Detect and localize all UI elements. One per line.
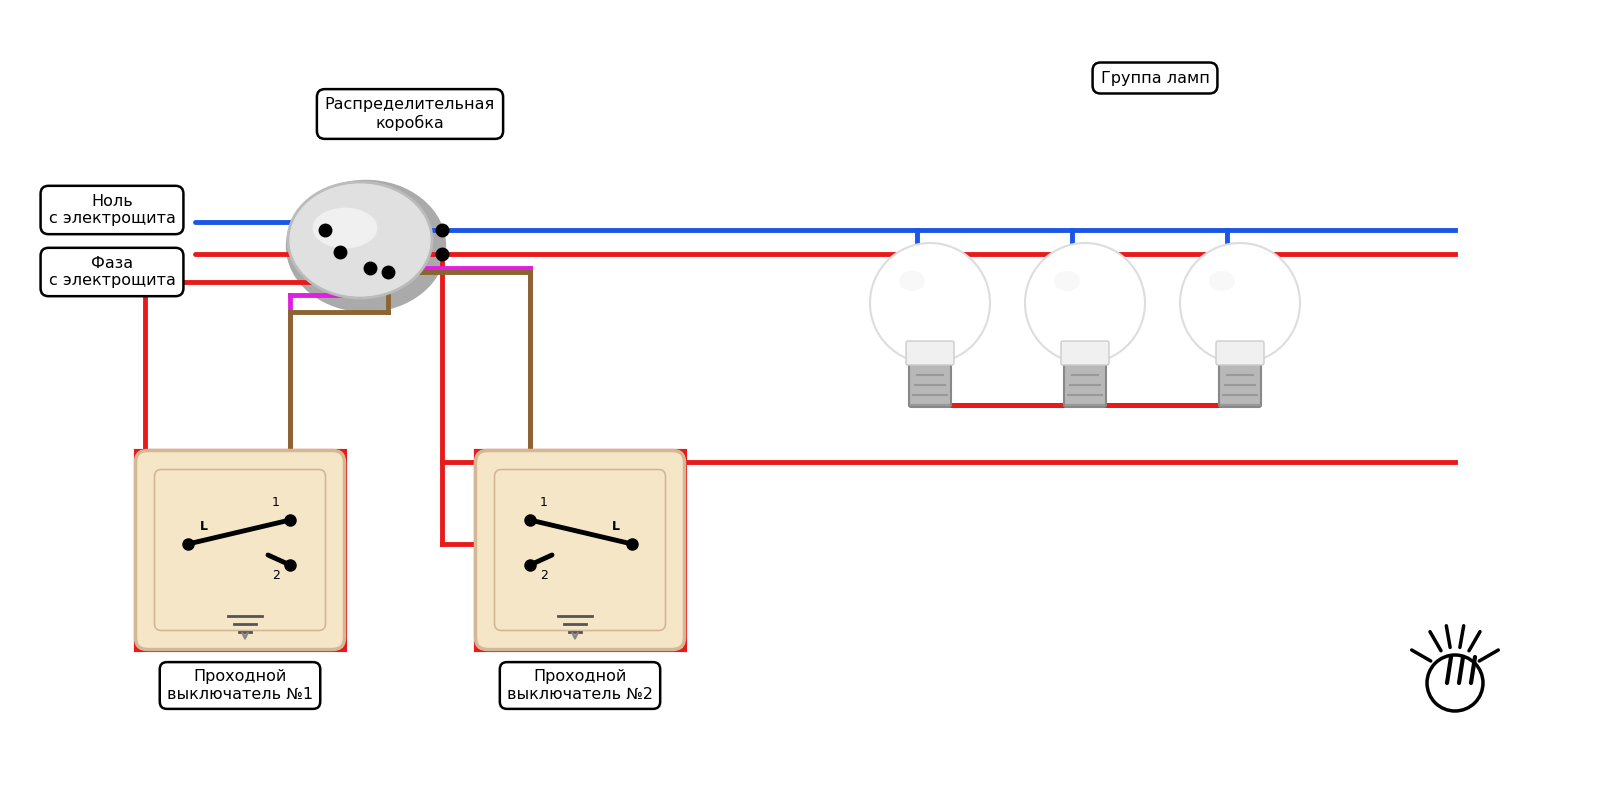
Circle shape xyxy=(1026,243,1146,363)
Ellipse shape xyxy=(286,181,445,311)
Text: Ноль
с электрощита: Ноль с электрощита xyxy=(48,194,176,226)
Ellipse shape xyxy=(288,182,432,298)
Text: Проходной
выключатель №2: Проходной выключатель №2 xyxy=(507,670,653,702)
FancyBboxPatch shape xyxy=(1064,353,1106,407)
Text: 1: 1 xyxy=(541,496,547,509)
Circle shape xyxy=(870,243,990,363)
FancyBboxPatch shape xyxy=(475,450,685,650)
FancyBboxPatch shape xyxy=(136,450,344,650)
FancyBboxPatch shape xyxy=(909,353,950,407)
FancyBboxPatch shape xyxy=(1061,341,1109,365)
Circle shape xyxy=(1181,243,1299,363)
Ellipse shape xyxy=(899,271,925,291)
Text: L: L xyxy=(200,520,208,533)
Text: 2: 2 xyxy=(272,569,280,582)
Text: Фаза
с электрощита: Фаза с электрощита xyxy=(48,256,176,288)
Text: Проходной
выключатель №1: Проходной выключатель №1 xyxy=(166,670,314,702)
FancyBboxPatch shape xyxy=(906,341,954,365)
Text: 2: 2 xyxy=(541,569,547,582)
Text: L: L xyxy=(611,520,621,533)
Text: Распределительная
коробка: Распределительная коробка xyxy=(325,97,494,131)
FancyBboxPatch shape xyxy=(1216,341,1264,365)
Text: 1: 1 xyxy=(272,496,280,509)
FancyBboxPatch shape xyxy=(1219,353,1261,407)
Ellipse shape xyxy=(1054,271,1080,291)
Circle shape xyxy=(1427,655,1483,711)
Ellipse shape xyxy=(312,208,378,248)
Text: Группа ламп: Группа ламп xyxy=(1101,70,1210,86)
Ellipse shape xyxy=(1210,271,1235,291)
